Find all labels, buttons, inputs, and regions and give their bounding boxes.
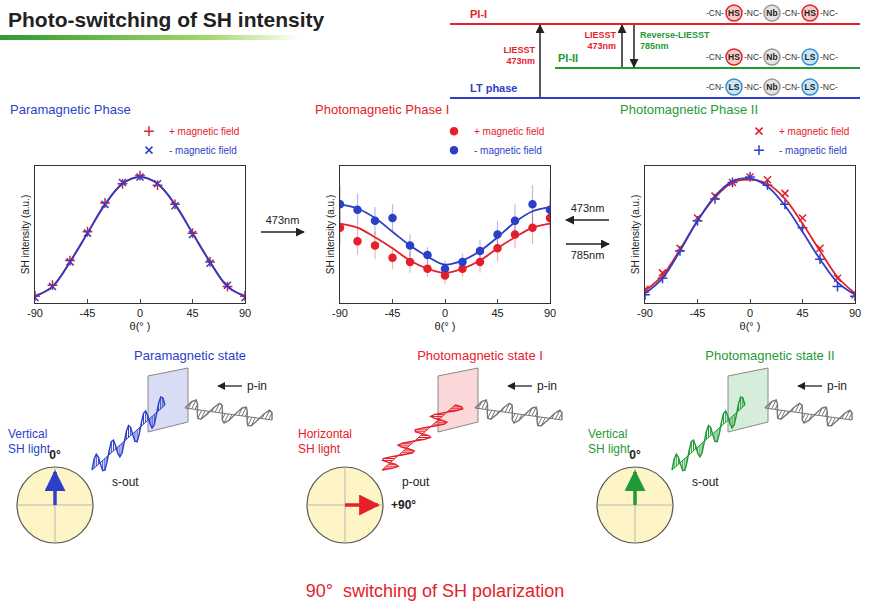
svg-text:-NC-: -NC-: [820, 82, 838, 92]
svg-text:+90°: +90°: [391, 498, 416, 512]
svg-text:+ magnetic field: + magnetic field: [169, 126, 239, 137]
svg-text:90: 90: [544, 307, 556, 319]
svg-text:785nm: 785nm: [640, 41, 669, 51]
svg-text:LIESST: LIESST: [503, 45, 535, 55]
svg-text:Photomagnetic state II: Photomagnetic state II: [705, 348, 834, 363]
svg-text:s-out: s-out: [112, 475, 139, 489]
svg-text:473nm: 473nm: [587, 41, 616, 51]
svg-text:SH intensity (a.u.): SH intensity (a.u.): [630, 195, 641, 274]
svg-text:45: 45: [491, 307, 503, 319]
svg-text:s-out: s-out: [692, 475, 719, 489]
svg-text:-CN-: -CN-: [782, 52, 800, 62]
svg-text:473nm: 473nm: [266, 214, 300, 226]
svg-text:- magnetic field: - magnetic field: [169, 145, 237, 156]
svg-text:+ magnetic field: + magnetic field: [474, 126, 544, 137]
svg-text:-90: -90: [637, 307, 653, 319]
svg-text:Photomagnetic Phase I: Photomagnetic Phase I: [315, 102, 449, 117]
svg-text:90: 90: [239, 307, 251, 319]
svg-text:0°: 0°: [49, 448, 61, 462]
svg-text:-NC-: -NC-: [744, 82, 762, 92]
svg-text:-CN-: -CN-: [706, 8, 724, 18]
svg-text:Nb: Nb: [766, 8, 777, 18]
svg-text:- magnetic field: - magnetic field: [779, 145, 847, 156]
svg-text:LS: LS: [729, 82, 740, 92]
svg-text:+ magnetic field: + magnetic field: [779, 126, 849, 137]
svg-text:SH light: SH light: [8, 442, 51, 456]
svg-text:0°: 0°: [629, 448, 641, 462]
svg-text:-CN-: -CN-: [706, 82, 724, 92]
svg-text:Reverse-LIESST: Reverse-LIESST: [640, 30, 710, 40]
svg-text:SH intensity (a.u.): SH intensity (a.u.): [20, 195, 31, 274]
svg-text:PI-I: PI-I: [470, 8, 487, 20]
svg-text:LS: LS: [805, 52, 816, 62]
svg-text:Photo-switching of SH intensit: Photo-switching of SH intensity: [8, 8, 324, 31]
svg-text:-90: -90: [332, 307, 348, 319]
svg-text:LIESST: LIESST: [584, 30, 616, 40]
svg-text:p-out: p-out: [402, 475, 430, 489]
svg-text:785nm: 785nm: [571, 249, 605, 261]
svg-text:p-in: p-in: [827, 379, 847, 393]
svg-text:Photomagnetic state I: Photomagnetic state I: [417, 348, 543, 363]
svg-text:473nm: 473nm: [571, 202, 605, 214]
svg-text:-45: -45: [385, 307, 401, 319]
svg-text:Paramagnetic state: Paramagnetic state: [134, 348, 246, 363]
svg-text:473nm: 473nm: [506, 56, 535, 66]
svg-text:HS: HS: [728, 52, 740, 62]
svg-text:LT phase: LT phase: [470, 82, 517, 94]
svg-text:-NC-: -NC-: [820, 52, 838, 62]
svg-text:-45: -45: [690, 307, 706, 319]
svg-text:PI-II: PI-II: [558, 52, 578, 64]
svg-text:0: 0: [747, 307, 753, 319]
svg-text:LS: LS: [805, 82, 816, 92]
svg-text:90° switching of SH polarizat: 90° switching of SH polarization: [306, 581, 564, 601]
svg-text:-90: -90: [27, 307, 43, 319]
svg-text:HS: HS: [804, 8, 816, 18]
svg-text:90: 90: [849, 307, 861, 319]
svg-text:Nb: Nb: [766, 82, 777, 92]
svg-text:45: 45: [796, 307, 808, 319]
svg-text:-NC-: -NC-: [744, 8, 762, 18]
svg-text:θ(° ): θ(° ): [130, 320, 151, 332]
svg-text:-NC-: -NC-: [820, 8, 838, 18]
svg-text:θ(° ): θ(° ): [740, 320, 761, 332]
svg-text:Horizontal: Horizontal: [298, 427, 352, 441]
svg-text:p-in: p-in: [247, 379, 267, 393]
svg-text:-45: -45: [80, 307, 96, 319]
svg-text:Vertical: Vertical: [8, 427, 47, 441]
svg-text:-NC-: -NC-: [744, 52, 762, 62]
svg-text:45: 45: [186, 307, 198, 319]
svg-text:p-in: p-in: [537, 379, 557, 393]
svg-text:-CN-: -CN-: [782, 82, 800, 92]
svg-text:Vertical: Vertical: [588, 427, 627, 441]
svg-text:Paramagnetic Phase: Paramagnetic Phase: [10, 102, 131, 117]
svg-text:-CN-: -CN-: [706, 52, 724, 62]
svg-text:Nb: Nb: [766, 52, 777, 62]
svg-text:SH intensity (a.u.): SH intensity (a.u.): [325, 195, 336, 274]
svg-text:HS: HS: [728, 8, 740, 18]
svg-text:Photomagnetic Phase II: Photomagnetic Phase II: [620, 102, 758, 117]
svg-text:-CN-: -CN-: [782, 8, 800, 18]
svg-text:SH light: SH light: [298, 442, 341, 456]
svg-text:θ(° ): θ(° ): [435, 320, 456, 332]
svg-text:0: 0: [137, 307, 143, 319]
svg-text:SH light: SH light: [588, 442, 631, 456]
svg-text:- magnetic field: - magnetic field: [474, 145, 542, 156]
svg-text:0: 0: [442, 307, 448, 319]
